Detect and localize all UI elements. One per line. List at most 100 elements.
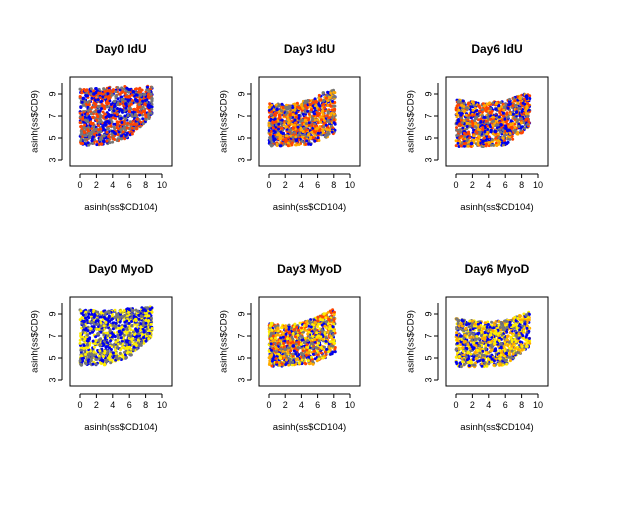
- scatter-point: [281, 138, 285, 142]
- scatter-point: [500, 141, 504, 145]
- data-point: [96, 332, 100, 336]
- y-tick-label: 9: [423, 91, 433, 96]
- x-tick-label: 6: [315, 180, 320, 190]
- scatter-point: [506, 115, 510, 119]
- scatter-point: [299, 128, 303, 132]
- scatter-point: [144, 318, 148, 322]
- scatter-point: [78, 341, 82, 345]
- scatter-point: [116, 333, 120, 337]
- scatter-point: [126, 334, 130, 338]
- x-tick-label: 2: [283, 180, 288, 190]
- scatter-point: [89, 112, 93, 116]
- scatter-point: [83, 142, 87, 146]
- scatter-point: [524, 118, 528, 122]
- scatter-point: [111, 140, 115, 144]
- scatter-point: [145, 98, 149, 102]
- scatter-point: [525, 104, 529, 108]
- scatter-point: [82, 120, 86, 124]
- scatter-point: [472, 134, 476, 138]
- scatter-point: [111, 327, 115, 331]
- scatter-point: [91, 115, 95, 119]
- scatter-point: [143, 102, 147, 106]
- scatter-point: [501, 114, 505, 118]
- scatter-point: [79, 335, 83, 339]
- x-axis-label: asinh(ss$CD104): [460, 202, 533, 213]
- scatter-point: [304, 122, 308, 126]
- scatter-point: [274, 114, 277, 117]
- y-tick-label: 7: [47, 333, 57, 338]
- scatter-point: [84, 313, 88, 317]
- scatter-point: [317, 103, 321, 107]
- scatter-point: [320, 118, 324, 122]
- scatter-point: [118, 114, 122, 118]
- data-point: [113, 315, 118, 320]
- scatter-point: [135, 127, 139, 131]
- data-point: [328, 95, 332, 100]
- x-tick-label: 8: [519, 180, 524, 190]
- scatter-point: [462, 144, 466, 148]
- scatter-point: [114, 351, 118, 355]
- scatter-point: [82, 343, 86, 347]
- scatter-point: [508, 132, 512, 135]
- scatter-point: [311, 126, 315, 130]
- y-tick-label: 5: [47, 135, 57, 140]
- scatter-point: [457, 108, 461, 112]
- scatter-point: [519, 129, 523, 133]
- scatter-point: [108, 346, 111, 350]
- scatter-point: [465, 125, 469, 128]
- scatter-point: [86, 333, 90, 337]
- scatter-point: [322, 102, 326, 106]
- data-point: [314, 99, 318, 104]
- scatter-point: [466, 144, 470, 148]
- y-tick-label: 5: [423, 135, 433, 140]
- y-tick-label: 3: [47, 157, 57, 162]
- scatter-point: [113, 138, 117, 141]
- x-axis-label: asinh(ss$CD104): [273, 202, 346, 213]
- data-point: [317, 112, 322, 116]
- scatter-point: [146, 93, 150, 97]
- scatter-point: [502, 108, 506, 112]
- scatter-point: [91, 339, 95, 343]
- scatter-point: [142, 336, 145, 339]
- scatter-point: [325, 114, 329, 117]
- scatter-point: [134, 344, 138, 347]
- scatter-point: [470, 119, 474, 123]
- scatter-point: [137, 332, 140, 336]
- scatter-point: [118, 102, 122, 106]
- x-tick-label: 8: [143, 400, 148, 410]
- scatter-point: [523, 126, 527, 130]
- scatter-point: [107, 356, 111, 360]
- scatter-point: [483, 104, 486, 108]
- x-tick-label: 0: [77, 400, 82, 410]
- scatter-point: [332, 121, 336, 125]
- scatter-point: [499, 130, 503, 134]
- scatter-point: [90, 96, 94, 100]
- y-tick-label: 5: [236, 135, 246, 140]
- scatter-point: [99, 321, 103, 325]
- scatter-point: [94, 87, 98, 91]
- scatter-point: [322, 125, 326, 129]
- scatter-point: [95, 327, 99, 331]
- scatter-point: [116, 339, 120, 342]
- scatter-point: [332, 322, 335, 326]
- scatter-point: [323, 109, 327, 113]
- scatter-point: [491, 115, 495, 119]
- scatter-point: [284, 105, 288, 109]
- scatter-point: [104, 320, 108, 324]
- scatter-point: [309, 103, 313, 107]
- scatter-point: [461, 99, 465, 103]
- scatter-point: [99, 330, 103, 334]
- scatter-point: [99, 315, 103, 319]
- scatter-point: [97, 91, 101, 95]
- scatter-point: [136, 310, 140, 313]
- scatter-point: [98, 349, 102, 353]
- scatter-point: [105, 130, 109, 134]
- scatter-point: [455, 115, 459, 119]
- scatter-point: [91, 142, 95, 145]
- scatter-point: [87, 143, 91, 147]
- scatter-point: [508, 97, 511, 101]
- scatter-point: [132, 342, 136, 346]
- scatter-point: [97, 357, 101, 361]
- scatter-point: [127, 310, 130, 314]
